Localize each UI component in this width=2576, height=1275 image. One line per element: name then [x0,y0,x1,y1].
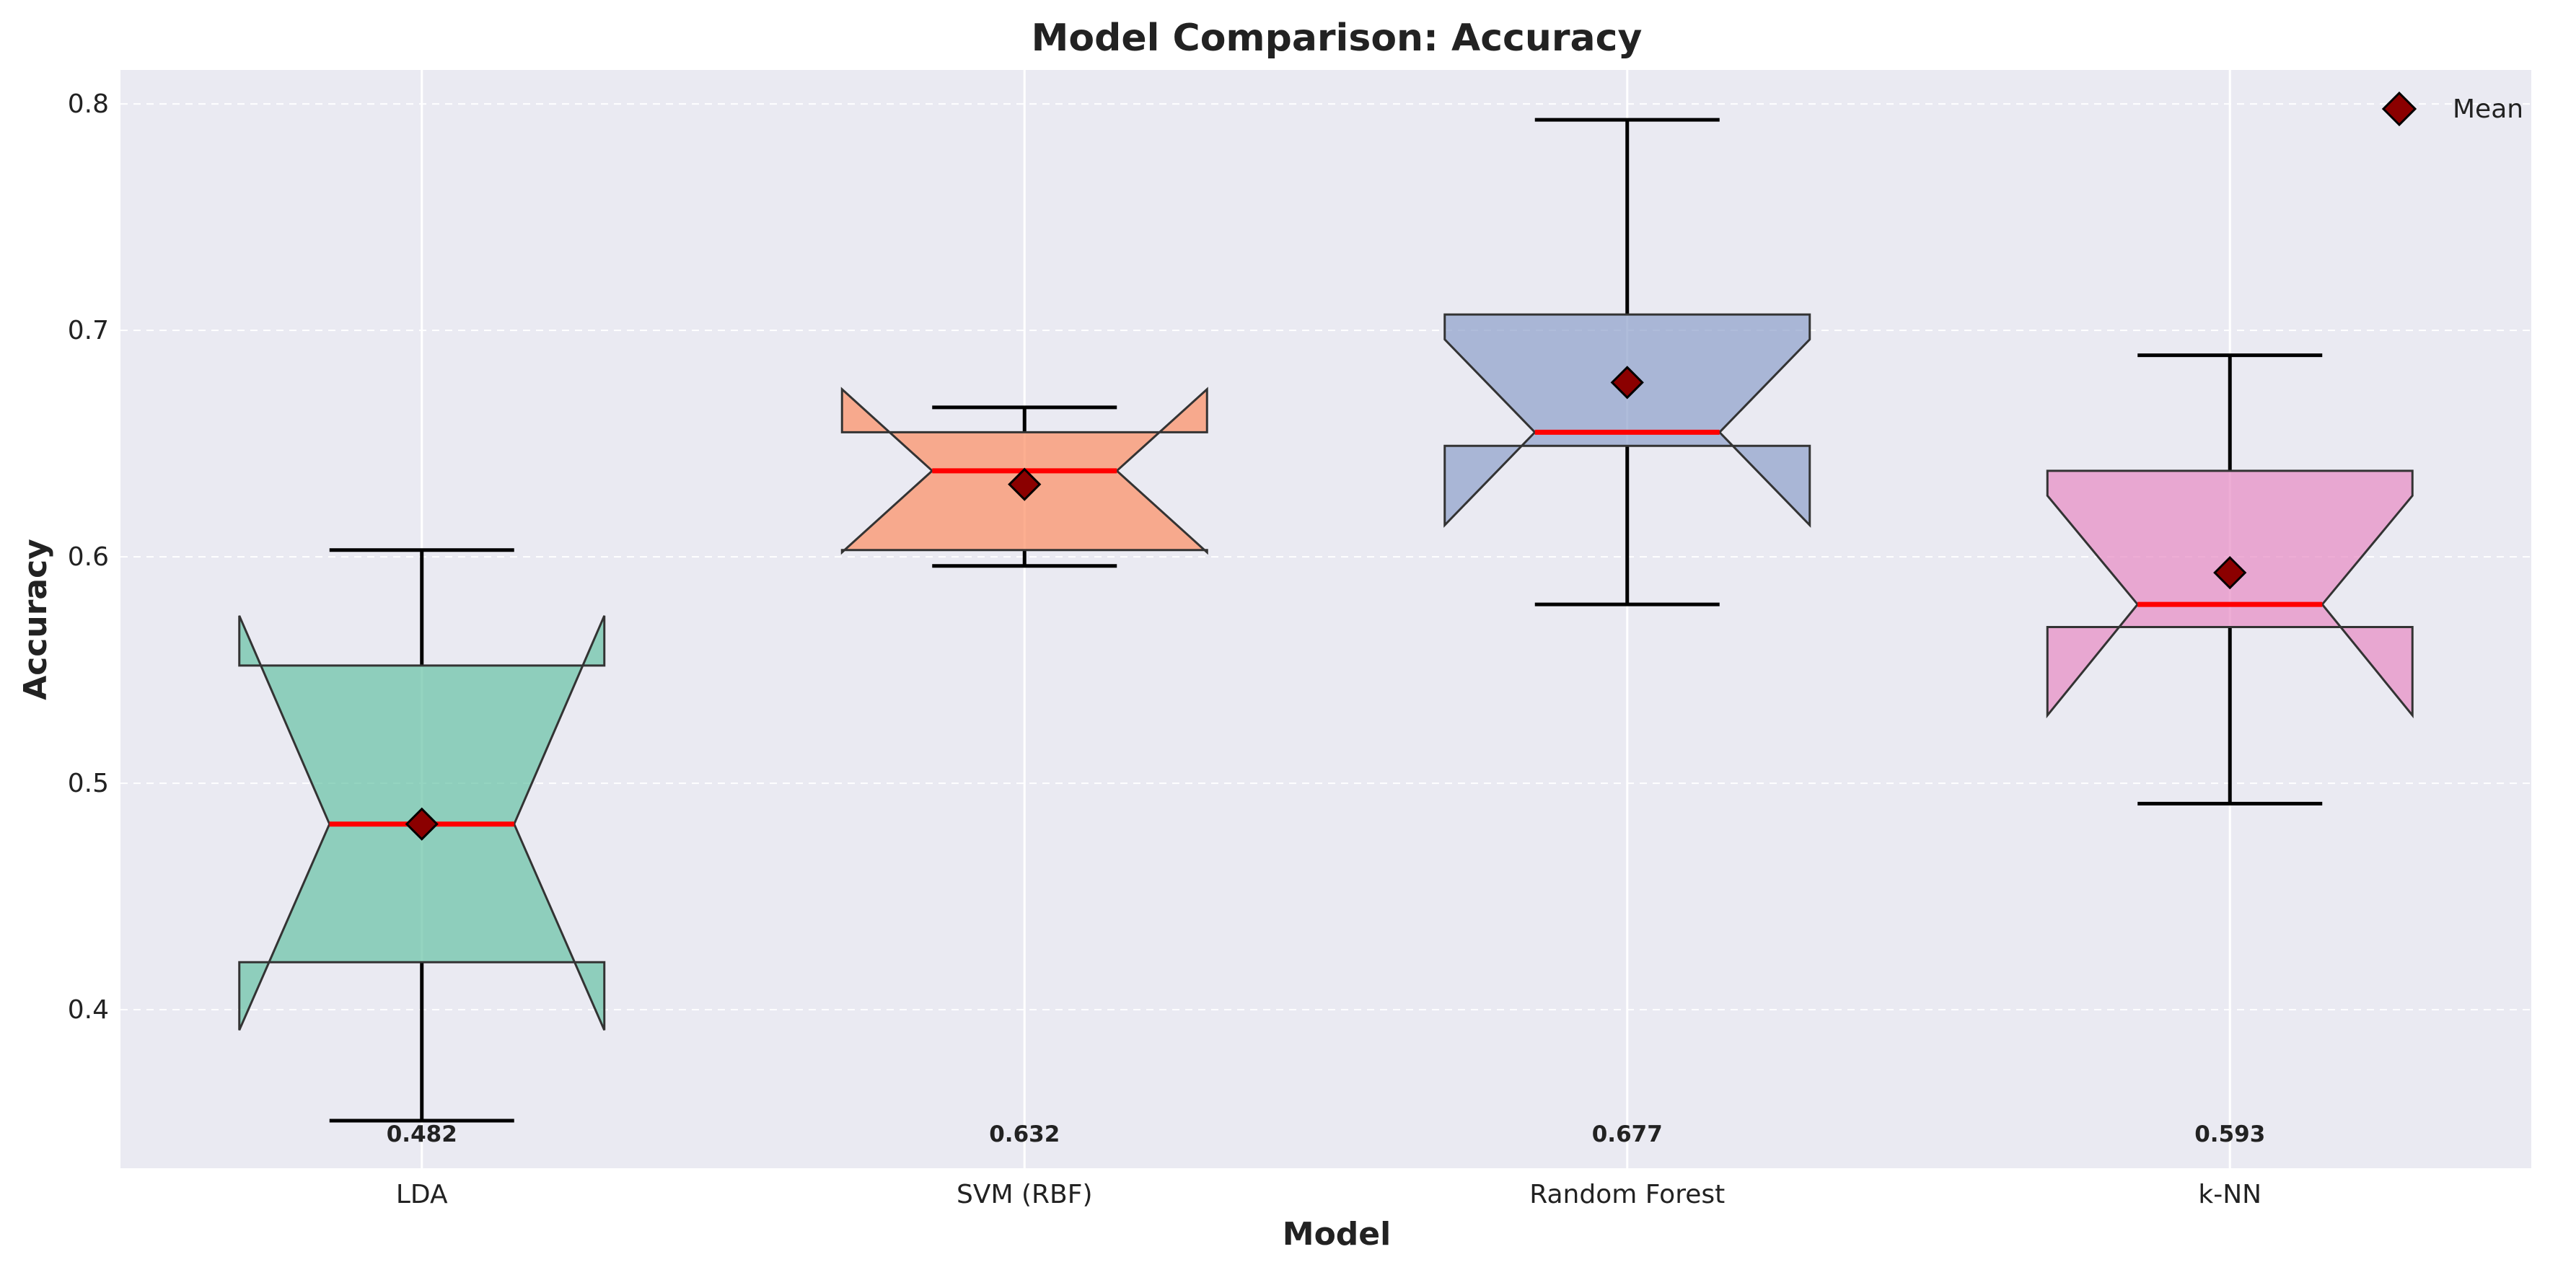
mean-marker [1610,366,1644,400]
mean-marker [1008,467,1042,501]
mean-marker [2213,556,2247,590]
y-axis-label: Accuracy [17,539,54,700]
median-value-label: 0.677 [1592,1121,1663,1147]
tick-labels: 0.4 0.5 0.6 0.7 0.8 LDA SVM (RBF) Random Forest… [68,89,2261,1209]
y-tick-label: 0.7 [68,316,109,345]
y-tick-label: 0.6 [68,542,109,572]
x-axis-label: Model [1283,1216,1391,1253]
x-tick-label: Random Forest [1529,1180,1725,1209]
box-group: 0.677 [1443,118,1811,1147]
box-body [1443,313,1811,528]
median-value-label: 0.482 [387,1121,457,1147]
x-tick-label: k-NN [2198,1180,2261,1209]
legend-mean-label: Mean [2453,94,2523,124]
median-value-label: 0.632 [989,1121,1060,1147]
legend-mean-marker [2381,91,2417,127]
x-tick-label: SVM (RBF) [957,1180,1093,1209]
y-tick-label: 0.5 [68,769,109,798]
chart-title: Model Comparison: Accuracy [1032,17,1643,60]
x-tick-label: LDA [396,1180,448,1209]
y-tick-label: 0.8 [68,89,109,119]
median-value-label: 0.593 [2194,1121,2265,1147]
legend: Mean [2381,91,2523,127]
box-group: 0.632 [840,387,1208,1147]
boxes: 0.482 0.632 0.677 0.593 [238,118,2414,1147]
mean-marker [405,807,439,841]
box-body [2046,469,2414,719]
y-tick-label: 0.4 [68,995,109,1025]
box-group: 0.593 [2046,353,2414,1147]
box-group: 0.482 [238,548,606,1147]
